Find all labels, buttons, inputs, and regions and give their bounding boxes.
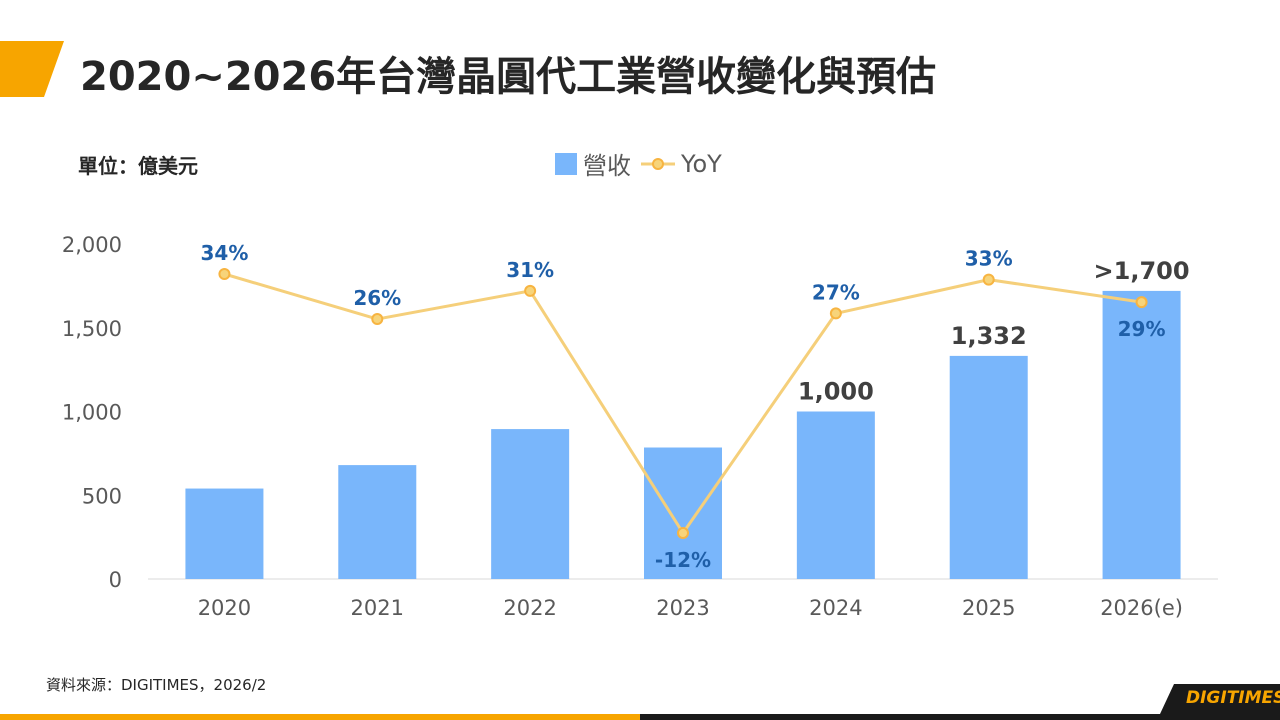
- revenue-bar: [185, 488, 264, 579]
- revenue-bar: [491, 429, 570, 579]
- y-tick-label: 0: [109, 568, 122, 592]
- x-tick-label: 2026(e): [1100, 596, 1183, 620]
- yoy-marker: [982, 273, 995, 286]
- yoy-marker: [1135, 296, 1148, 309]
- page-title: 2020~2026年台灣晶圓代工業營收變化與預估: [80, 54, 937, 100]
- x-tick-label: 2025: [962, 596, 1015, 620]
- revenue-bar: [949, 355, 1028, 579]
- yoy-marker: [371, 313, 384, 326]
- bar-value-label: >1,700: [1094, 257, 1190, 285]
- x-tick-label: 2022: [503, 596, 556, 620]
- y-tick-label: 1,000: [62, 401, 122, 425]
- yoy-label: 31%: [506, 258, 554, 282]
- legend-line-swatch: [641, 157, 675, 170]
- legend-item-revenue: 營收: [555, 146, 631, 181]
- revenue-bar: [1102, 290, 1181, 579]
- yoy-marker: [524, 284, 537, 297]
- x-tick-label: 2023: [656, 596, 709, 620]
- bar-value-label: 1,332: [951, 322, 1027, 350]
- source-note: 資料來源：DIGITIMES，2026/2: [46, 676, 267, 694]
- revenue-bar: [338, 465, 417, 579]
- revenue-bar: [796, 411, 875, 579]
- legend-bar-label: 營收: [583, 152, 631, 180]
- yoy-label: 27%: [812, 280, 860, 304]
- y-tick-label: 2,000: [62, 233, 122, 257]
- legend-line-label: YoY: [681, 149, 722, 178]
- bar-value-label: 1,000: [798, 378, 874, 406]
- legend-item-yoy: YoY: [641, 150, 722, 178]
- yoy-marker: [829, 307, 842, 320]
- brand-logo-badge: [1160, 684, 1280, 714]
- yoy-label: 29%: [1118, 317, 1166, 341]
- yoy-label: 33%: [965, 247, 1013, 271]
- footer-bar-dark: [640, 714, 1280, 720]
- footer-bar-orange: [0, 714, 640, 720]
- yoy-label: 34%: [200, 241, 248, 265]
- y-tick-label: 500: [82, 484, 122, 508]
- yoy-label: -12%: [655, 548, 711, 572]
- revenue-bar: [644, 447, 722, 579]
- x-tick-label: 2020: [198, 596, 251, 620]
- title-accent-shape: [0, 41, 64, 97]
- yoy-marker: [677, 527, 689, 539]
- x-tick-label: 2024: [809, 596, 862, 620]
- chart-legend: 營收 YoY: [555, 146, 722, 181]
- brand-logo-text: DIGITIMES: [1186, 688, 1280, 708]
- legend-bar-swatch: [555, 152, 577, 175]
- x-tick-label: 2021: [351, 596, 404, 620]
- y-tick-label: 1,500: [62, 317, 122, 341]
- yoy-marker: [218, 268, 231, 280]
- yoy-label: 26%: [353, 286, 401, 310]
- unit-label: 單位：億美元: [78, 154, 198, 178]
